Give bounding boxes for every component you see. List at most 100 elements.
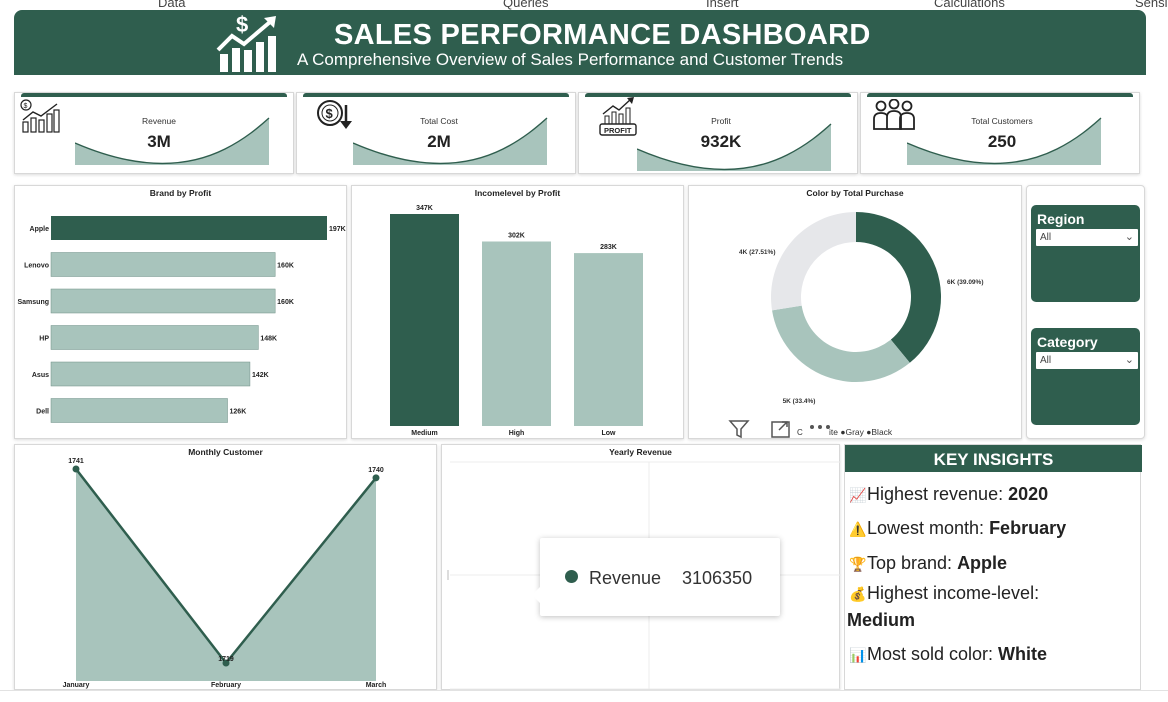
bar-category-label: Asus (32, 372, 49, 379)
x-tick-label: February (211, 682, 241, 689)
card-accent (303, 93, 569, 97)
profit-chart-icon: PROFIT (599, 97, 637, 136)
bar-data-label: 283K (600, 244, 617, 251)
chart-title: Yearly Revenue (609, 447, 672, 457)
bar (50, 288, 276, 314)
monthly-customer-chart[interactable]: Monthly Customer 1741 January 1719 February… (14, 444, 437, 690)
kpi-label: Revenue (141, 116, 177, 126)
kpi-label: Profit (711, 116, 731, 126)
key-insights-panel: KEY INSIGHTS 📈Highest revenue: 2020 ⚠️Lo… (844, 444, 1142, 690)
ribbon-tab-data[interactable]: Data (158, 0, 186, 10)
slice-data-label: 4K (27.51%) (739, 249, 776, 256)
area-fill (76, 469, 376, 681)
revenue-tooltip: Revenue 3106350 (532, 538, 780, 616)
svg-text:$: $ (24, 103, 28, 110)
bar-category-label: HP (39, 336, 49, 343)
slice-data-label: 5K (33.4%) (783, 398, 816, 405)
point-data-label: 1719 (218, 656, 234, 663)
bar-category-label: Medium (411, 430, 437, 437)
ribbon-tab-calculations[interactable]: Calculations (934, 0, 1005, 10)
bar (390, 214, 459, 426)
legend-text: ite ●Gray ●Black (829, 427, 893, 437)
bar-category-label: Samsung (17, 299, 49, 306)
slicer-title: Category (1037, 334, 1098, 350)
customers-group-icon (873, 99, 915, 130)
svg-text:PROFIT: PROFIT (604, 126, 632, 135)
dropdown-value: All (1040, 355, 1052, 366)
donut-slice (772, 305, 910, 382)
kpi-sparkline (75, 117, 270, 165)
region-dropdown[interactable]: All ⌄ (1036, 229, 1138, 246)
money-bag-icon: 💰 (849, 586, 867, 602)
bar (482, 241, 551, 426)
bar-category-label: Apple (30, 226, 50, 233)
x-tick-label: January (63, 682, 90, 689)
more-options-icon[interactable] (808, 423, 834, 431)
kpi-value: 250 (987, 132, 1017, 151)
monthly-customer-plot: 1741 January 1719 February 1740 March (63, 458, 387, 689)
brand-profit-plot: Apple 197K Lenovo 160K Samsung 160K HP 148K Asus… (17, 216, 346, 423)
x-tick-label: March (366, 682, 387, 689)
category-dropdown[interactable]: All ⌄ (1036, 352, 1138, 369)
bar (50, 398, 228, 423)
series-marker-icon (565, 570, 578, 583)
region-slicer[interactable]: Region All ⌄ (1031, 205, 1140, 302)
kpi-label: Total Customers (971, 116, 1033, 126)
chevron-down-icon: ⌄ (1124, 354, 1134, 366)
brand-profit-chart[interactable]: Brand by Profit Apple 197K Lenovo 160K Samsu… (14, 185, 347, 439)
insight-income-level: 💰Highest income-level: (849, 583, 1040, 603)
bar (51, 216, 327, 240)
card-accent (585, 93, 851, 97)
insight-income-value: Medium (847, 610, 916, 630)
kpi-sparkline (353, 117, 548, 165)
donut-slice (771, 212, 856, 311)
chart-title: Monthly Customer (188, 447, 263, 457)
data-point (372, 474, 380, 482)
insight-most-sold-color: 📊Most sold color: White (849, 644, 1048, 664)
chart-up-icon: 📈 (849, 487, 867, 503)
insight-highest-revenue: 📈Highest revenue: 2020 (849, 484, 1049, 504)
filter-icon[interactable] (728, 419, 750, 439)
income-profit-plot: 347K Medium 302K High 283K Low (390, 205, 643, 437)
bar-data-label: 142K (252, 372, 269, 379)
bar (50, 361, 251, 387)
slicer-title: Region (1037, 211, 1085, 227)
kpi-card-total-customers[interactable]: Total Customers 250 (860, 92, 1140, 174)
bar (50, 325, 259, 350)
bar-category-label: High (509, 430, 525, 437)
category-slicer[interactable]: Category All ⌄ (1031, 328, 1140, 425)
income-profit-chart[interactable]: Incomelevel by Profit 347K Medium 302K High… (351, 185, 684, 439)
focus-mode-icon[interactable] (770, 419, 792, 439)
chart-title: Color by Total Purchase (806, 188, 904, 198)
kpi-card-profit[interactable]: PROFIT Profit 932K (578, 92, 858, 174)
legend-partial-text: C (797, 428, 803, 437)
point-data-label: 1741 (68, 458, 84, 465)
ribbon-tab-insert[interactable]: Insert (706, 0, 739, 10)
ribbon-strip: Data Queries Insert Calculations Sensi (0, 0, 1168, 10)
svg-text:$: $ (236, 12, 248, 37)
bar-data-label: 197K (329, 226, 346, 233)
chart-title: Brand by Profit (149, 188, 212, 198)
bar-data-label: 347K (416, 205, 433, 212)
tooltip-arrow (532, 587, 540, 603)
dashboard-header: $ SALES PERFORMANCE DASHBOARD A Comprehe… (14, 10, 1146, 75)
data-point (222, 659, 230, 667)
chart-title: Incomelevel by Profit (474, 188, 561, 198)
color-purchase-chart[interactable]: Color by Total Purchase 6K (39.09%) 5K (3… (688, 185, 1022, 439)
insight-lowest-month: ⚠️Lowest month: February (849, 518, 1067, 538)
kpi-card-revenue[interactable]: $ Revenue 3M (14, 92, 294, 174)
ribbon-tab-sensitivity[interactable]: Sensi (1135, 0, 1168, 10)
donut-slice (856, 212, 941, 363)
bar (574, 253, 643, 426)
point-data-label: 1740 (368, 467, 384, 474)
card-accent (21, 93, 287, 97)
bar (50, 252, 276, 277)
bar-category-label: Lenovo (24, 263, 49, 270)
kpi-value: 932K (700, 132, 742, 151)
ribbon-tab-queries[interactable]: Queries (503, 0, 549, 10)
dropdown-value: All (1040, 232, 1052, 243)
kpi-label: Total Cost (420, 116, 458, 126)
kpi-sparkline (907, 117, 1102, 165)
kpi-card-total-cost[interactable]: $ Total Cost 2M (296, 92, 576, 174)
